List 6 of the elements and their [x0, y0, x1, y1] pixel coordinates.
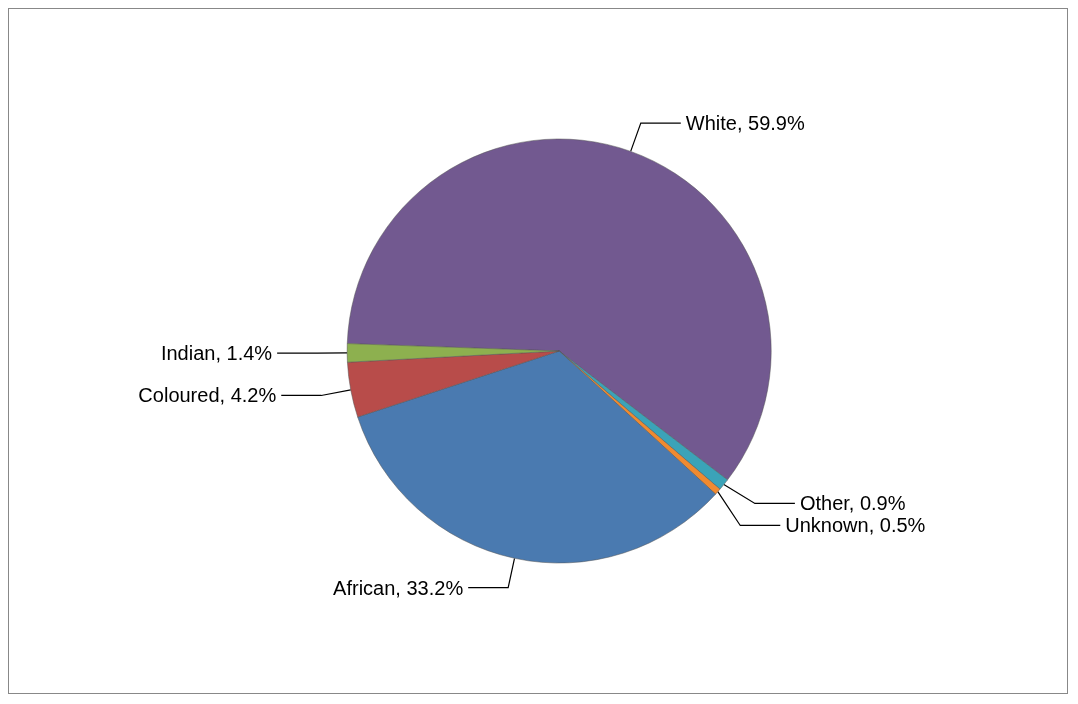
slice-label: Indian, 1.4%	[160, 342, 273, 365]
slice-label: Unknown, 0.5%	[785, 514, 926, 537]
slice-label: Other, 0.9%	[799, 492, 906, 515]
slice-label: White, 59.9%	[685, 112, 805, 135]
slice-label: Coloured, 4.2%	[138, 384, 277, 407]
slice-label: African, 33.2%	[333, 576, 464, 599]
